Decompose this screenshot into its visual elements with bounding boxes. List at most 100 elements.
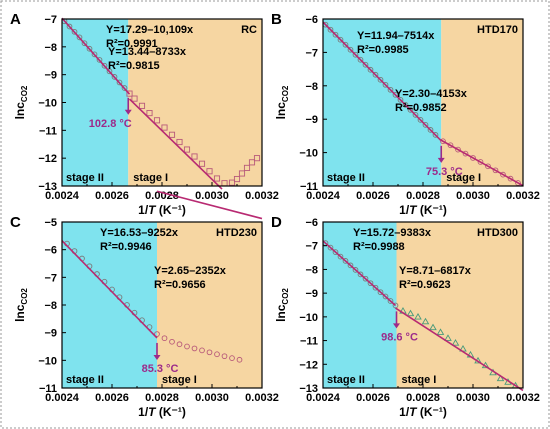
x-axis-title: 1/T (K⁻¹) xyxy=(138,405,186,419)
x-tick-label: 0.0024 xyxy=(45,392,80,404)
data-point xyxy=(126,90,133,97)
x-axis-title: 1/T (K⁻¹) xyxy=(138,203,186,217)
data-point xyxy=(228,179,236,186)
transition-temperature: 98.6 °C xyxy=(381,331,418,343)
transition-temperature: 85.3 °C xyxy=(142,363,179,375)
fit-line-stage-i xyxy=(395,307,524,392)
data-point xyxy=(367,280,374,287)
data-point xyxy=(515,180,521,186)
stage-i-label: stage I xyxy=(446,172,481,184)
data-point xyxy=(397,96,404,103)
data-point xyxy=(347,46,354,53)
fit-equation: Y=2.30–4153x xyxy=(395,88,468,100)
data-point xyxy=(121,85,128,91)
x-tick-label: 0.0028 xyxy=(406,392,440,404)
data-point xyxy=(377,76,384,83)
y-tick-label: −12 xyxy=(38,153,57,165)
stage-i-region xyxy=(396,222,523,388)
data-point xyxy=(146,110,153,117)
panel-letter: A xyxy=(10,11,21,28)
x-tick-label: 0.0032 xyxy=(245,190,279,202)
y-tick-label: −7 xyxy=(44,272,57,284)
data-point xyxy=(402,101,409,108)
data-point xyxy=(131,95,138,102)
x-tick-label: 0.0026 xyxy=(95,190,129,202)
fit-r2: R²=0.9985 xyxy=(357,44,409,56)
data-point xyxy=(382,293,389,300)
data-point xyxy=(327,244,334,251)
data-point xyxy=(161,124,168,131)
stage-i-region xyxy=(441,19,523,186)
stage-ii-region xyxy=(323,19,442,186)
data-point xyxy=(406,309,415,317)
y-tick-label: −6 xyxy=(44,245,57,257)
data-point xyxy=(213,175,221,182)
data-point xyxy=(327,26,334,33)
chart-panel-a: 0.0024 0.0026 0.0028 0.0030 0.0032 −13 −12 −11 −… xyxy=(10,11,279,217)
y-axis-title: lncCO2 xyxy=(13,288,29,322)
data-point xyxy=(191,345,198,352)
data-point xyxy=(161,335,168,342)
y-tick-label: −10 xyxy=(38,355,57,367)
y-tick-label: −13 xyxy=(38,181,57,193)
data-point xyxy=(422,122,429,128)
x-tick-label: 0.0030 xyxy=(195,392,229,404)
data-point xyxy=(81,40,88,47)
y-tick-label: −9 xyxy=(305,114,318,126)
fit-line-stage-i xyxy=(128,98,223,190)
stage-i-label: stage I xyxy=(402,374,437,386)
transition-arrow-head xyxy=(153,354,161,360)
data-point xyxy=(154,331,160,337)
x-tick-label: 0.0028 xyxy=(145,190,179,202)
data-point xyxy=(347,262,354,269)
data-point xyxy=(342,41,349,48)
data-point xyxy=(332,31,339,38)
data-point xyxy=(477,159,484,165)
fit-line-stage-ii xyxy=(322,240,397,307)
data-point xyxy=(362,61,369,68)
y-tick-label: −9 xyxy=(44,328,57,340)
data-point xyxy=(451,339,460,346)
y-axis-title: lncCO2 xyxy=(274,288,290,322)
y-tick-label: −8 xyxy=(305,81,318,93)
y-tick-label: −10 xyxy=(299,312,318,324)
fit-equation: Y=11.94–7514x xyxy=(357,30,435,42)
data-point xyxy=(352,51,359,58)
y-tick-label: −13 xyxy=(299,383,318,395)
transition-temperature: 102.8 °C xyxy=(89,118,132,130)
fit-equation: Y=13.44–8733x xyxy=(108,46,187,58)
data-point xyxy=(462,150,469,157)
data-point xyxy=(377,289,384,296)
x-axis-title: 1/T (K⁻¹) xyxy=(399,405,447,419)
fit-r2: R²=0.9988 xyxy=(353,241,405,253)
y-tick-label: −6 xyxy=(305,14,318,26)
stage-ii-label: stage II xyxy=(66,172,104,184)
data-point xyxy=(382,81,389,88)
y-tick-label: −8 xyxy=(44,42,57,54)
transition-arrow-head xyxy=(393,323,400,329)
sample-label: HTD300 xyxy=(477,227,518,239)
data-point xyxy=(243,164,251,171)
data-point xyxy=(507,175,514,182)
data-point xyxy=(447,142,454,149)
x-tick-label: 0.0032 xyxy=(245,392,279,404)
data-point xyxy=(342,258,349,264)
data-point xyxy=(496,374,505,382)
fit-equation: Y=8.71–6817x xyxy=(399,265,472,277)
y-tick-label: −11 xyxy=(300,336,318,348)
stage-i-label: stage I xyxy=(162,374,197,386)
data-point xyxy=(253,155,261,162)
data-point xyxy=(169,338,175,345)
chart-panel-b: 0.0024 0.0026 0.0028 0.0030 0.0032 −11 −10 −9 −8… xyxy=(271,11,540,217)
data-point xyxy=(198,160,206,167)
y-tick-label: −11 xyxy=(300,181,318,193)
x-tick-label: 0.0024 xyxy=(306,190,341,202)
data-point xyxy=(111,74,118,80)
data-point xyxy=(229,355,235,361)
chart-panel-c: 0.0024 0.0026 0.0028 0.0030 0.0032 −11 −10 −9 −8… xyxy=(10,190,279,419)
data-point xyxy=(500,171,506,178)
data-point xyxy=(337,253,344,260)
data-point xyxy=(191,153,198,160)
fit-line-stage-i xyxy=(156,190,263,220)
